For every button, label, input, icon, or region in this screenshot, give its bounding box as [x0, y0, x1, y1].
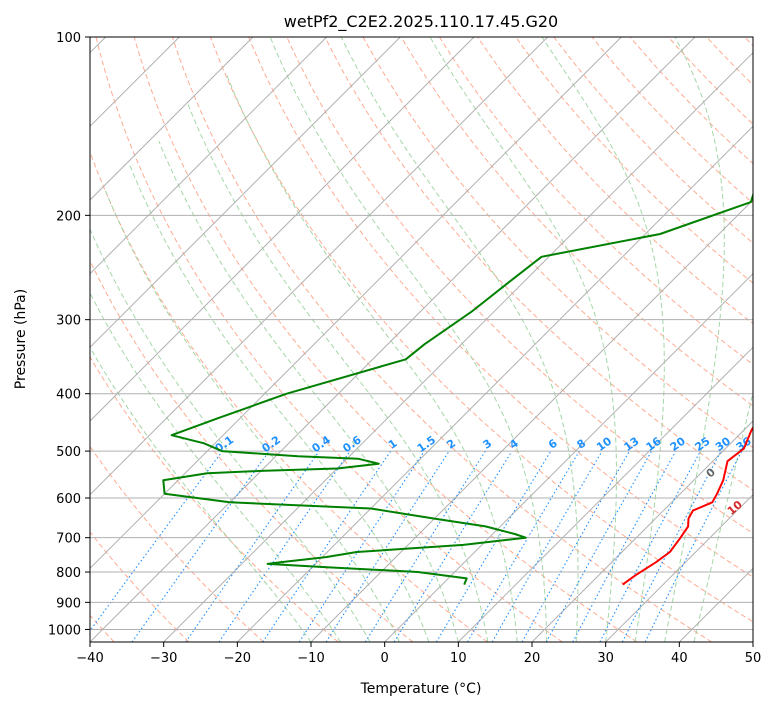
- y-tick-label: 400: [56, 388, 81, 403]
- mixing-ratio-line: [393, 450, 513, 642]
- mixing-ratio-line: [325, 450, 450, 642]
- x-tick-label: 30: [597, 651, 614, 666]
- x-tick-label: −30: [150, 651, 177, 666]
- dry-adiabat-line: [286, 37, 753, 534]
- moist-adiabat-line: [429, 37, 617, 642]
- profile-series: [162, 191, 753, 586]
- moist-adiabat-line: [90, 292, 341, 642]
- dewpoint-profile-line: [162, 191, 753, 585]
- y-axis: 100 200 300 400 500 600 700 800 900 1000: [48, 31, 90, 638]
- mixing-ratio-line: [491, 450, 603, 642]
- mixing-ratio-line: [521, 450, 630, 642]
- isotherm-line: [90, 37, 328, 275]
- dry-adiabat-line: [324, 37, 753, 491]
- isotherm-line: [90, 37, 254, 201]
- moist-adiabat-line: [187, 104, 489, 642]
- dry-adiabat-line: [95, 37, 563, 642]
- mixing-ratio-lines: [90, 450, 743, 642]
- dry-adiabat-line: [591, 37, 753, 204]
- y-tick-label: 200: [56, 209, 81, 224]
- y-tick-label: 1000: [48, 623, 81, 638]
- dry-adiabat-line: [248, 37, 753, 578]
- moist-adiabats: [90, 37, 753, 642]
- mixing-ratio-line: [218, 450, 351, 642]
- isotherm-line: [163, 51, 753, 642]
- mixing-ratio-line: [435, 450, 552, 642]
- y-tick-label: 800: [56, 566, 81, 581]
- dry-adiabat-line: [90, 150, 488, 642]
- dry-adiabat-line: [90, 259, 414, 642]
- mixing-ratio-line: [572, 450, 677, 642]
- x-tick-label: 40: [671, 651, 688, 666]
- dry-adiabat-line: [90, 531, 190, 642]
- dry-adiabat-line: [171, 37, 712, 642]
- y-tick-label: 100: [56, 31, 81, 46]
- dry-adiabat-line: [400, 37, 753, 407]
- y-axis-title: Pressure (hPa): [13, 289, 29, 389]
- mixing-ratio-line: [545, 450, 653, 642]
- mixing-ratio-line: [131, 450, 270, 642]
- x-tick-label: 10: [450, 651, 467, 666]
- dry-adiabat-line: [210, 37, 753, 623]
- temperature-profile-line: [622, 425, 753, 586]
- moist-adiabat-line: [340, 37, 579, 642]
- moist-adiabat-line: [129, 165, 430, 642]
- y-tick-label: 700: [56, 532, 81, 547]
- plot-area: 0.10.20.40.611.52346810131620253036-100-…: [90, 37, 753, 642]
- mixing-ratio-line: [467, 450, 580, 642]
- moist-adiabat-line: [693, 390, 753, 642]
- isotherm-line: [236, 125, 753, 642]
- x-axis: −40 −30 −20 −10 0 10 20 30 40 50: [76, 642, 761, 666]
- y-tick-label: 300: [56, 314, 81, 329]
- moist-adiabat-line: [90, 228, 371, 642]
- y-tick-label: 600: [56, 492, 81, 507]
- x-tick-label: 20: [524, 651, 541, 666]
- isotherm-line: [457, 346, 753, 642]
- x-tick-label: 50: [745, 651, 762, 666]
- plot-frame: [89, 36, 754, 643]
- moist-adiabat-line: [90, 346, 312, 642]
- moist-adiabat-line: [225, 72, 518, 642]
- y-tick-label: 500: [56, 445, 81, 460]
- x-tick-label: −40: [76, 651, 103, 666]
- x-tick-label: −20: [224, 651, 251, 666]
- mixing-ratio-line: [90, 450, 223, 632]
- isotherm-line: [90, 37, 696, 642]
- moist-adiabat-line: [541, 37, 665, 642]
- isotherm-line: [310, 199, 753, 642]
- isotherm-line: [90, 37, 622, 570]
- y-tick-label: 900: [56, 596, 81, 611]
- chart-title: wetPf2_C2E2.2025.110.17.45.G20: [284, 12, 558, 32]
- isotherm-line: [384, 272, 753, 642]
- isotherm-line: [90, 37, 475, 422]
- x-tick-label: 0: [381, 651, 389, 666]
- isotherm-line: [90, 37, 401, 349]
- dry-adiabat-line: [477, 37, 753, 325]
- moist-adiabat-line: [664, 37, 725, 642]
- isotherm-line: [90, 37, 549, 496]
- isotherm-line: [605, 493, 753, 642]
- x-axis-title: Temperature (°C): [360, 681, 482, 697]
- x-tick-label: −10: [297, 651, 324, 666]
- mixing-ratio-line: [185, 450, 320, 642]
- isotherm-line: [531, 420, 753, 642]
- moist-adiabat-line: [103, 188, 400, 642]
- dry-adiabat-line: [438, 37, 753, 366]
- dry-adiabat-line: [553, 37, 753, 244]
- isotherms: [90, 37, 753, 642]
